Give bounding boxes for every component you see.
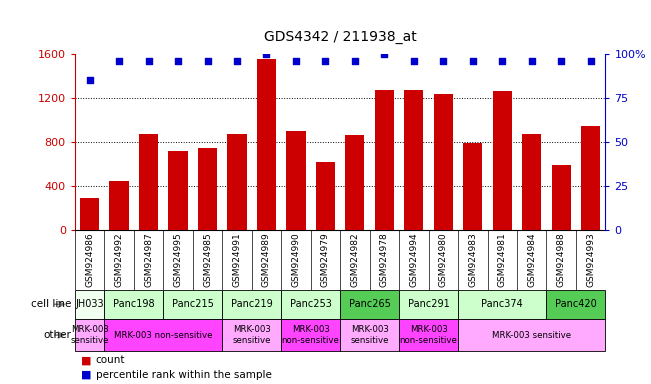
Bar bbox=[222, 319, 281, 351]
Text: GSM924978: GSM924978 bbox=[380, 232, 389, 287]
Text: MRK-003 sensitive: MRK-003 sensitive bbox=[492, 331, 572, 339]
Text: percentile rank within the sample: percentile rank within the sample bbox=[96, 370, 271, 380]
Text: MRK-003
non-sensitive: MRK-003 non-sensitive bbox=[400, 325, 458, 345]
Bar bbox=[75, 319, 104, 351]
Bar bbox=[581, 126, 600, 230]
Text: ■: ■ bbox=[81, 370, 92, 380]
Bar bbox=[227, 134, 247, 230]
Bar bbox=[340, 290, 399, 319]
Point bbox=[409, 58, 419, 64]
Text: GSM924994: GSM924994 bbox=[409, 232, 419, 287]
Point bbox=[438, 58, 449, 64]
Text: ■: ■ bbox=[81, 355, 92, 365]
Text: JH033: JH033 bbox=[76, 299, 104, 310]
Point bbox=[232, 58, 242, 64]
Bar bbox=[375, 90, 394, 230]
Text: GSM924979: GSM924979 bbox=[321, 232, 330, 287]
Bar bbox=[281, 290, 340, 319]
Text: GSM924986: GSM924986 bbox=[85, 232, 94, 287]
Text: MRK-003
sensitive: MRK-003 sensitive bbox=[232, 325, 271, 345]
Point bbox=[143, 58, 154, 64]
Bar bbox=[198, 147, 217, 230]
Text: GSM924982: GSM924982 bbox=[350, 232, 359, 287]
Point bbox=[261, 51, 271, 57]
Point bbox=[379, 51, 389, 57]
Text: MRK-003
sensitive: MRK-003 sensitive bbox=[350, 325, 389, 345]
Text: Panc420: Panc420 bbox=[555, 299, 597, 310]
Text: GSM924980: GSM924980 bbox=[439, 232, 448, 287]
Point bbox=[85, 77, 95, 83]
Point bbox=[202, 58, 213, 64]
Text: MRK-003
sensitive: MRK-003 sensitive bbox=[70, 325, 109, 345]
Text: Panc291: Panc291 bbox=[408, 299, 449, 310]
Text: GSM924984: GSM924984 bbox=[527, 232, 536, 287]
Bar bbox=[464, 143, 482, 230]
Text: cell line: cell line bbox=[31, 299, 72, 310]
Text: Panc215: Panc215 bbox=[172, 299, 214, 310]
Bar bbox=[281, 319, 340, 351]
Point bbox=[173, 58, 183, 64]
Bar bbox=[257, 59, 276, 230]
Bar bbox=[404, 90, 423, 230]
Text: Panc219: Panc219 bbox=[231, 299, 273, 310]
Text: Panc198: Panc198 bbox=[113, 299, 155, 310]
Text: GSM924990: GSM924990 bbox=[292, 232, 300, 287]
Text: GSM924992: GSM924992 bbox=[115, 232, 124, 287]
Text: count: count bbox=[96, 355, 125, 365]
Point bbox=[114, 58, 124, 64]
Point bbox=[320, 58, 331, 64]
Text: Panc374: Panc374 bbox=[481, 299, 523, 310]
Bar bbox=[493, 91, 512, 230]
Bar bbox=[345, 136, 365, 230]
Point bbox=[556, 58, 566, 64]
Point bbox=[350, 58, 360, 64]
Point bbox=[291, 58, 301, 64]
Bar bbox=[434, 94, 453, 230]
Bar bbox=[458, 319, 605, 351]
Text: MRK-003 non-sensitive: MRK-003 non-sensitive bbox=[114, 331, 212, 339]
Bar bbox=[139, 134, 158, 230]
Bar bbox=[75, 290, 104, 319]
Text: GSM924985: GSM924985 bbox=[203, 232, 212, 287]
Bar bbox=[458, 290, 546, 319]
Text: other: other bbox=[44, 330, 72, 340]
Point bbox=[527, 58, 537, 64]
Text: MRK-003
non-sensitive: MRK-003 non-sensitive bbox=[282, 325, 340, 345]
Text: Panc265: Panc265 bbox=[349, 299, 391, 310]
Bar bbox=[104, 290, 163, 319]
Bar bbox=[399, 319, 458, 351]
Bar bbox=[399, 290, 458, 319]
Bar bbox=[546, 290, 605, 319]
Bar bbox=[286, 131, 305, 230]
Text: GSM924987: GSM924987 bbox=[144, 232, 153, 287]
Bar bbox=[109, 181, 129, 230]
Bar bbox=[163, 290, 222, 319]
Text: GSM924995: GSM924995 bbox=[174, 232, 182, 287]
Text: GSM924989: GSM924989 bbox=[262, 232, 271, 287]
Bar bbox=[80, 199, 99, 230]
Point bbox=[585, 58, 596, 64]
Bar bbox=[104, 319, 222, 351]
Point bbox=[467, 58, 478, 64]
Bar bbox=[169, 151, 187, 230]
Text: GSM924981: GSM924981 bbox=[498, 232, 506, 287]
Text: GSM924988: GSM924988 bbox=[557, 232, 566, 287]
Text: Panc253: Panc253 bbox=[290, 299, 331, 310]
Text: GDS4342 / 211938_at: GDS4342 / 211938_at bbox=[264, 30, 417, 44]
Point bbox=[497, 58, 508, 64]
Bar bbox=[222, 290, 281, 319]
Bar bbox=[340, 319, 399, 351]
Text: GSM924991: GSM924991 bbox=[232, 232, 242, 287]
Bar bbox=[316, 162, 335, 230]
Text: GSM924993: GSM924993 bbox=[586, 232, 595, 287]
Text: GSM924983: GSM924983 bbox=[468, 232, 477, 287]
Bar bbox=[522, 134, 542, 230]
Bar bbox=[551, 165, 571, 230]
